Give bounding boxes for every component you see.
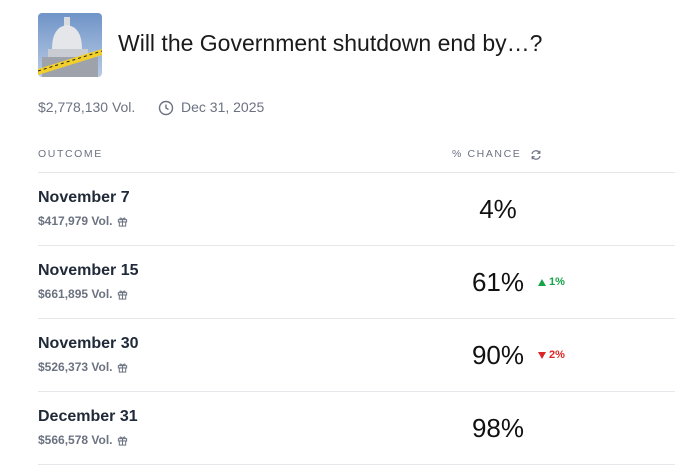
gift-icon[interactable]	[117, 289, 128, 300]
divider	[38, 172, 675, 173]
chance: 90%	[471, 340, 525, 370]
divider	[38, 318, 675, 319]
chance: 4%	[479, 194, 517, 224]
outcome-name: November 15	[38, 262, 139, 279]
outcome-volume: $526,373 Vol.	[38, 360, 128, 374]
volume-text: $566,578 Vol.	[38, 433, 113, 447]
volume-text: $417,979 Vol.	[38, 214, 113, 228]
outcome-name: December 31	[38, 408, 138, 425]
volume-text: $526,373 Vol.	[38, 360, 113, 374]
refresh-icon[interactable]	[530, 149, 542, 161]
change-arrow	[538, 351, 546, 359]
outcome-name: November 7	[38, 189, 130, 206]
divider	[38, 391, 675, 392]
outcome-volume: $661,895 Vol.	[38, 287, 128, 301]
market-thumbnail	[38, 13, 102, 77]
market-title: Will the Government shutdown end by…?	[118, 30, 543, 56]
change-arrow	[538, 278, 546, 286]
column-header: OUTCOME	[38, 148, 103, 160]
end-date: Dec 31, 2025	[181, 99, 265, 115]
market-volume: $2,778,130 Vol.	[38, 99, 136, 115]
outcome-volume: $566,578 Vol.	[38, 433, 128, 447]
divider	[38, 464, 675, 465]
change-text: 2%	[549, 349, 565, 361]
gift-icon[interactable]	[117, 435, 128, 446]
chance: 61%	[471, 267, 525, 297]
change-text: 1%	[549, 276, 565, 288]
outcome-name: November 30	[38, 335, 139, 352]
clock-icon	[158, 100, 174, 116]
chance: 98%	[471, 413, 525, 443]
chance-change: 2%	[538, 349, 565, 361]
gift-icon[interactable]	[117, 362, 128, 373]
gift-icon[interactable]	[117, 216, 128, 227]
outcome-volume: $417,979 Vol.	[38, 214, 128, 228]
chance-change: 1%	[538, 276, 565, 288]
divider	[38, 245, 675, 246]
volume-text: $661,895 Vol.	[38, 287, 113, 301]
column-header: % CHANCE	[452, 148, 522, 160]
